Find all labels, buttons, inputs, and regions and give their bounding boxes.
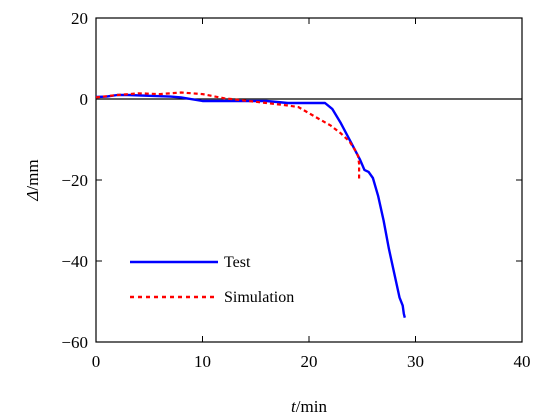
series-line-test (95, 93, 406, 318)
x-tick-label: 0 (92, 352, 101, 371)
series-layer (95, 91, 406, 318)
y-tick-label: −60 (61, 333, 88, 352)
y-tick-label: 20 (71, 9, 88, 28)
legend-label-test: Test (224, 254, 251, 271)
legend-label-simulation: Simulation (224, 289, 294, 306)
y-axis-label-symbol: Δ (23, 191, 42, 202)
tick-layer: 0 10 20 30 40 20 0 −20 −40 −60 (61, 9, 530, 371)
plot-frame (95, 17, 523, 343)
y-axis-label-unit: /mm (23, 159, 42, 190)
x-tick-label: 10 (194, 352, 211, 371)
y-tick-label: −20 (61, 171, 88, 190)
x-axis-label-symbol: t (291, 397, 297, 416)
x-tick-label: 20 (301, 352, 318, 371)
y-tick-label: 0 (80, 90, 89, 109)
x-tick-label: 30 (407, 352, 424, 371)
legend: Test Simulation (130, 254, 294, 306)
y-axis-label: Δ/mm (23, 159, 42, 201)
y-tick-label: −40 (61, 252, 88, 271)
x-axis-label-unit: /min (296, 397, 328, 416)
x-tick-label: 40 (514, 352, 531, 371)
x-axis-label: t/min (291, 397, 327, 416)
series-line-simulation (95, 91, 361, 180)
